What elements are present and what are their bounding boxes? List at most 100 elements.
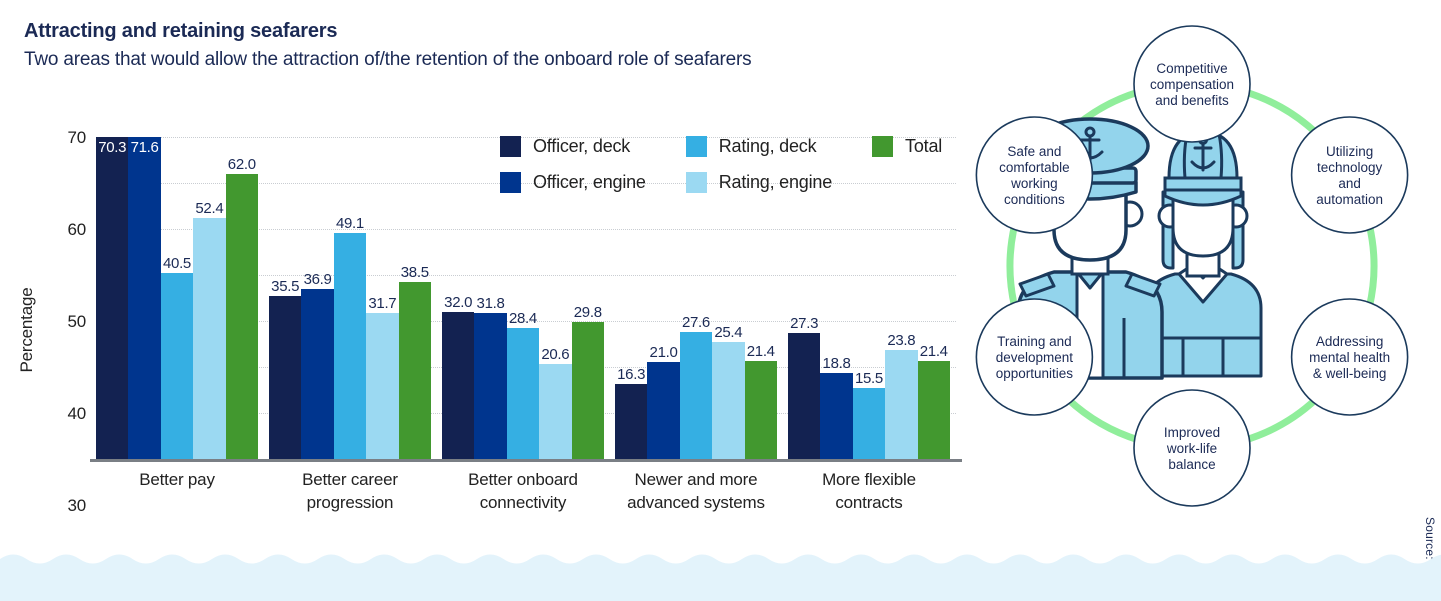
legend-swatch	[500, 171, 521, 193]
diagram-svg: Competitive compensation and benefits Utili…	[975, 25, 1409, 507]
circular-diagram: Competitive compensation and benefits Utili…	[960, 18, 1430, 528]
y-axis-tick: 60	[67, 220, 86, 239]
node-label: Safe and comfortable working conditions	[999, 144, 1070, 207]
bar-value-label: 62.0	[227, 155, 256, 173]
node-label: Competitive compensation and benefits	[1150, 61, 1234, 108]
x-axis-tick: More flexible contracts	[764, 468, 974, 514]
bar[interactable]: 38.5	[398, 264, 431, 459]
bar-value-label: 31.7	[368, 295, 397, 313]
bar[interactable]: 20.6	[539, 346, 572, 459]
bar[interactable]: 40.5	[160, 255, 194, 459]
bar-value-label: 28.4	[508, 310, 537, 328]
y-axis-title: Percentage	[17, 287, 36, 373]
bar[interactable]: 16.3	[614, 366, 648, 459]
page-subtitle: Two areas that would allow the attractio…	[24, 49, 752, 70]
bar[interactable]: 70.3	[96, 137, 129, 459]
node-circle	[1133, 25, 1251, 143]
legend-item[interactable]: Officer, engine	[500, 164, 646, 200]
bar-value-label: 21.4	[919, 342, 948, 360]
x-axis-tick: Better career progression	[245, 468, 455, 514]
bar[interactable]: 35.5	[268, 278, 302, 459]
x-axis-tick-line: Better career	[302, 470, 398, 489]
bar[interactable]: 32.0	[441, 294, 475, 459]
bar[interactable]: 27.6	[679, 314, 713, 459]
bar[interactable]: 36.9	[301, 271, 334, 459]
bar-value-label: 20.6	[541, 346, 570, 364]
legend-label: Rating, engine	[718, 171, 833, 192]
node-circle	[1133, 389, 1251, 507]
x-axis-tick: Better onboard connectivity	[418, 468, 628, 514]
legend-label: Officer, engine	[533, 171, 646, 192]
bar[interactable]: 31.7	[366, 295, 399, 459]
node-label: Addressing mental health & well-being	[1309, 334, 1390, 381]
legend-item[interactable]: Total	[872, 128, 942, 164]
x-axis-tick-line: Newer and more	[634, 470, 758, 489]
y-axis-tick: 50	[67, 312, 86, 331]
bar-group: 27.3 18.8 15.5 23.8 21.4	[787, 137, 950, 459]
legend-item[interactable]: Rating, engine	[685, 164, 833, 200]
legend-swatch	[872, 135, 894, 157]
bar[interactable]: 21.0	[647, 344, 680, 459]
bar[interactable]: 28.4	[506, 310, 540, 459]
gridline: 50	[67, 229, 956, 331]
x-axis-line	[90, 459, 962, 462]
bar[interactable]: 52.4	[193, 200, 226, 459]
legend-item[interactable]: Rating, deck	[685, 128, 832, 164]
diagram-node-addressing-mental-health[interactable]: Addressing mental health & well-being	[1290, 298, 1409, 416]
y-axis-tick: 70	[67, 128, 86, 147]
bar[interactable]: 49.1	[333, 215, 367, 459]
bar-value-label: 27.3	[790, 315, 819, 333]
node-circle	[975, 298, 1094, 416]
x-axis-tick-line: Better pay	[139, 470, 215, 489]
chart-legend: Officer, deck Rating, deck Total Officer, e…	[500, 128, 942, 200]
plot-area: 01020304050607070.371.640.552.462.035.53…	[67, 128, 956, 601]
diagram-node-safe-comfortable[interactable]: Safe and comfortable working conditions	[975, 116, 1094, 234]
bar-value-label: 35.5	[271, 277, 300, 295]
bar[interactable]: 31.8	[474, 295, 507, 459]
bar-value-label: 16.3	[617, 366, 646, 384]
ring-arc	[1365, 221, 1378, 311]
diagram-nodes: Competitive compensation and benefits Utili…	[975, 25, 1409, 507]
bar-value-label: 18.8	[822, 354, 851, 372]
bar[interactable]: 18.8	[820, 355, 853, 459]
gridline: 60	[67, 183, 956, 239]
bar-group: 70.3 71.6 40.5 52.4 62.0	[96, 137, 258, 459]
bar[interactable]: 25.4	[712, 324, 745, 459]
bar-value-label: 52.4	[195, 199, 224, 217]
x-axis-tick: Better pay	[72, 468, 282, 491]
bar[interactable]: 21.4	[744, 343, 777, 459]
legend-swatch	[685, 171, 707, 193]
bar-value-label: 29.8	[573, 303, 602, 321]
bar[interactable]: 62.0	[225, 156, 258, 459]
node-circle	[1290, 298, 1409, 416]
bar[interactable]: 15.5	[852, 370, 886, 459]
bar[interactable]: 29.8	[571, 304, 604, 459]
legend-label: Total	[905, 135, 943, 156]
bar-value-label: 71.6	[130, 139, 159, 156]
legend-item[interactable]: Officer, deck	[500, 128, 646, 164]
node-label: Utilizing technology and automation	[1316, 144, 1383, 207]
bar[interactable]: 27.3	[787, 315, 821, 459]
diagram-node-competitive-compensation[interactable]: Competitive compensation and benefits	[1133, 25, 1251, 143]
bar-value-label: 21.0	[649, 344, 678, 362]
bar[interactable]: 23.8	[885, 332, 918, 459]
node-label: Improved work-life balance	[1164, 425, 1220, 472]
ring-arc	[1064, 395, 1143, 444]
bar[interactable]: 21.4	[917, 343, 950, 459]
bar[interactable]: 71.6	[128, 137, 161, 459]
x-axis-tick-line: Better onboard	[468, 470, 578, 489]
bar-chart: Percentage 01020304050607070.371.640.552…	[0, 110, 975, 601]
ring-arcs	[1006, 88, 1378, 444]
bar-value-label: 31.8	[476, 294, 505, 312]
bar-group: 35.5 36.9 49.1 31.7 38.5	[268, 137, 431, 459]
ring-arc	[1241, 395, 1320, 444]
diagram-node-training-development[interactable]: Training and development opportunities	[975, 298, 1094, 416]
bar-group: 16.3 21.0 27.6 25.4 21.4	[614, 137, 777, 459]
y-axis-tick: 30	[67, 496, 86, 515]
diagram-node-utilizing-technology[interactable]: Utilizing technology and automation	[1290, 116, 1409, 234]
wave-decoration	[0, 554, 1441, 601]
x-axis-tick-line: More flexible	[822, 470, 916, 489]
diagram-node-improved-work-life[interactable]: Improved work-life balance	[1133, 389, 1251, 507]
bar-value-label: 32.0	[444, 293, 473, 311]
gridline: 40	[67, 275, 956, 423]
